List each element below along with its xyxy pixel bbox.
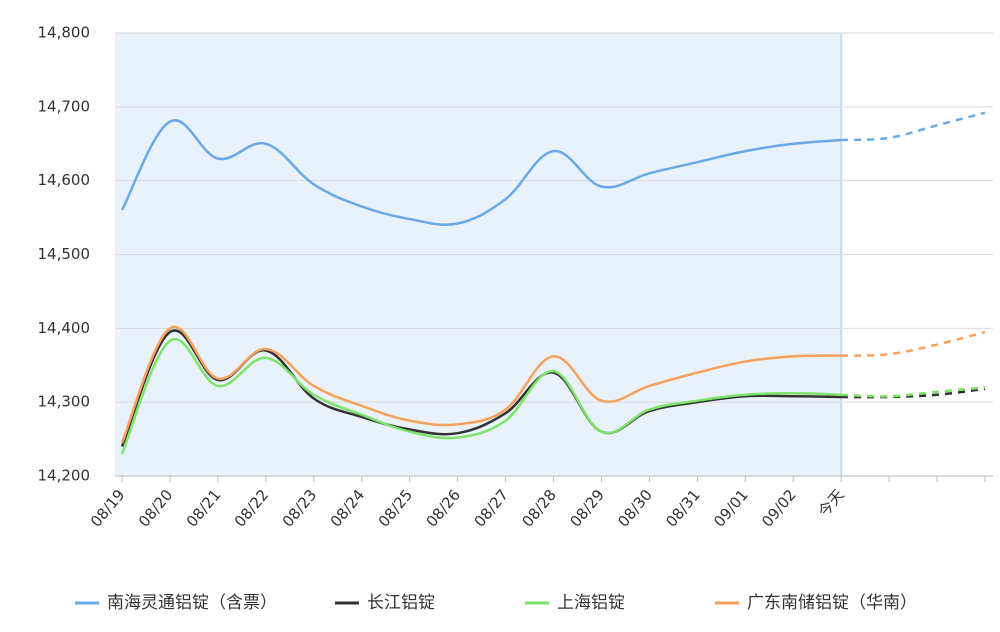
- x-tick-label: 08/22: [231, 486, 273, 531]
- x-tick-label: 08/26: [423, 486, 465, 531]
- legend-label: 上海铝锭: [557, 593, 625, 613]
- legend-label: 广东南储铝锭（华南）: [747, 593, 917, 613]
- x-tick-label: 08/28: [518, 486, 560, 531]
- y-tick-label: 14,200: [38, 467, 91, 485]
- y-tick-label: 14,500: [38, 245, 91, 263]
- y-tick-label: 14,300: [38, 393, 91, 411]
- x-tick-label: 今天: [815, 486, 848, 521]
- x-tick-label: 08/27: [470, 486, 512, 531]
- series-line: [841, 387, 986, 399]
- x-tick-label: 08/29: [566, 486, 608, 531]
- x-tick-label: 08/25: [375, 486, 417, 531]
- series-line: [120, 337, 842, 455]
- y-tick-label: 14,700: [38, 97, 91, 115]
- series-line: [120, 119, 842, 226]
- x-tick-label: 09/02: [758, 486, 800, 531]
- x-tick-label: 08/31: [662, 486, 704, 531]
- x-tick-label: 08/19: [87, 486, 129, 531]
- series-line: [120, 329, 842, 447]
- series-line: [120, 325, 842, 444]
- x-tick-label: 08/30: [614, 486, 656, 531]
- y-tick-label: 14,600: [38, 171, 91, 189]
- x-tick-label: 09/01: [710, 486, 752, 531]
- legend-label: 长江铝锭: [367, 593, 435, 613]
- series-line: [841, 386, 986, 398]
- x-tick-label: 08/21: [183, 486, 225, 531]
- x-tick-label: 08/24: [327, 486, 369, 531]
- x-tick-label: 08/23: [279, 486, 321, 531]
- x-tick-label: 08/20: [135, 486, 177, 531]
- series-line: [841, 111, 986, 142]
- series-line: [841, 330, 986, 357]
- y-tick-label: 14,800: [38, 24, 91, 42]
- legend-label: 南海灵通铝锭（含票）: [107, 593, 277, 613]
- y-tick-label: 14,400: [38, 319, 91, 337]
